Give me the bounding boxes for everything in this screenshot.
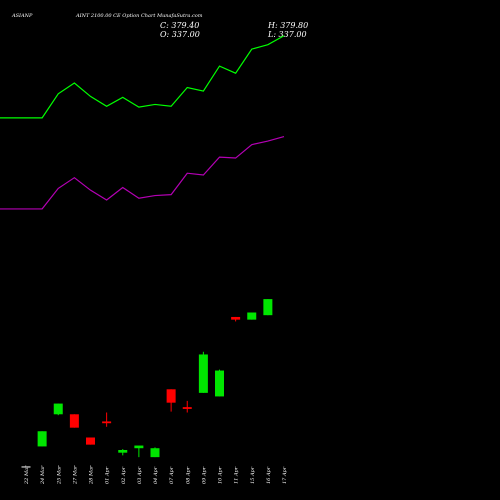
candle-body xyxy=(198,354,208,393)
candle-body xyxy=(118,450,128,453)
x-tick-label: 16 Apr xyxy=(266,466,272,484)
candle-body xyxy=(247,312,257,320)
candle-body xyxy=(69,414,79,428)
candle-body xyxy=(86,437,95,445)
x-tick-label: 25 Mar xyxy=(56,465,62,485)
overlay-line-2 xyxy=(0,136,285,210)
candle-body xyxy=(231,316,241,320)
chart-title: AINT 2100.00 CE Option Chart MunafaSutra… xyxy=(75,13,203,19)
low-value: L: 337.00 xyxy=(267,30,307,39)
candle-body xyxy=(134,445,144,449)
x-axis-ticks: 22 Mar 24 Mar 25 Mar 27 Mar 28 Mar 01 Apr 02 A… xyxy=(24,465,288,485)
candle-body xyxy=(166,389,176,403)
x-tick-label: 17 Apr xyxy=(282,466,288,484)
candle-body xyxy=(37,431,47,447)
candle-body xyxy=(215,370,224,397)
x-tick-label: 27 Mar xyxy=(72,465,78,485)
x-tick-label: 15 Apr xyxy=(250,466,256,484)
symbol-label: ASIANP xyxy=(11,13,33,19)
candle-body xyxy=(102,421,112,424)
high-value: H: 379.80 xyxy=(267,21,308,30)
x-tick-label: 24 Mar xyxy=(40,465,46,485)
x-tick-label: 04 Apr xyxy=(153,466,159,484)
x-tick-label: 01 Apr xyxy=(105,466,111,484)
x-tick-label: 09 Apr xyxy=(201,466,207,484)
x-tick-label: 02 Apr xyxy=(121,466,127,484)
overlay-line-1 xyxy=(0,35,285,119)
x-tick-label: 03 Apr xyxy=(137,466,143,484)
x-tick-label: 07 Apr xyxy=(169,466,175,484)
x-tick-label: 28 Mar xyxy=(89,465,95,485)
candles xyxy=(21,299,273,468)
x-tick-label: 11 Apr xyxy=(234,466,240,484)
overlay-lines xyxy=(0,35,285,210)
candle-body xyxy=(150,448,160,458)
x-tick-label: 08 Apr xyxy=(185,466,191,484)
candle-body xyxy=(263,299,273,316)
x-tick-label: 10 Apr xyxy=(218,466,224,484)
candle-body xyxy=(182,407,192,409)
close-value: C: 379.40 xyxy=(160,21,199,30)
open-value: O: 337.00 xyxy=(160,30,200,39)
x-tick-label: 22 Mar xyxy=(24,465,30,485)
candle-body xyxy=(53,403,63,415)
